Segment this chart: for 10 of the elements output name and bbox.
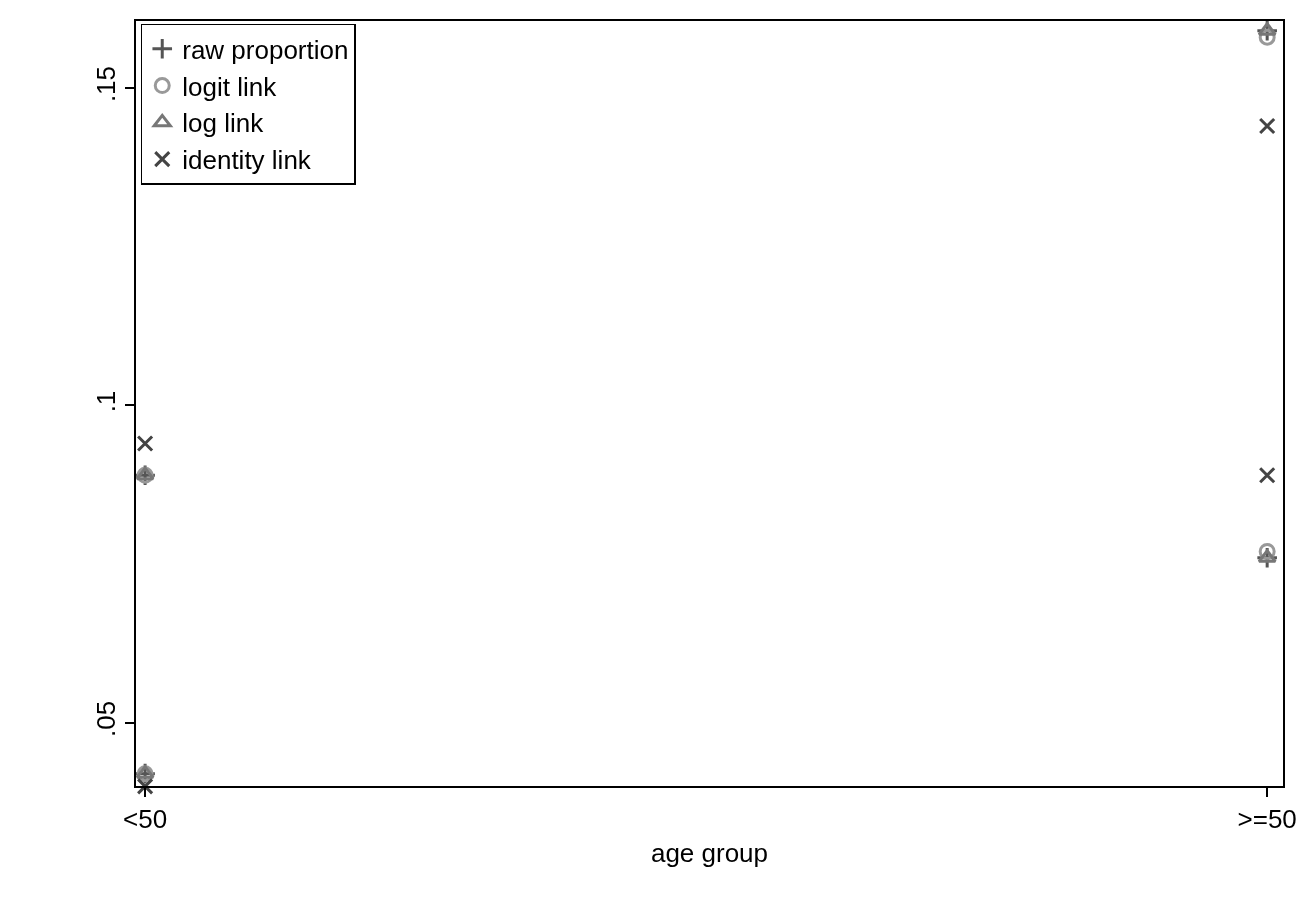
legend-label: raw proportion bbox=[182, 34, 349, 65]
x-tick-label: <50 bbox=[123, 804, 168, 835]
legend-label: logit link bbox=[182, 71, 278, 102]
x-tick-label: >=50 bbox=[1237, 804, 1297, 835]
y-tick-label: .15 bbox=[90, 65, 121, 103]
legend-label: log link bbox=[182, 108, 265, 139]
x-axis-title: age group bbox=[650, 837, 769, 868]
y-tick-label: .05 bbox=[90, 700, 121, 738]
legend-label: identity link bbox=[182, 145, 312, 176]
y-tick-label: .1 bbox=[90, 390, 121, 413]
